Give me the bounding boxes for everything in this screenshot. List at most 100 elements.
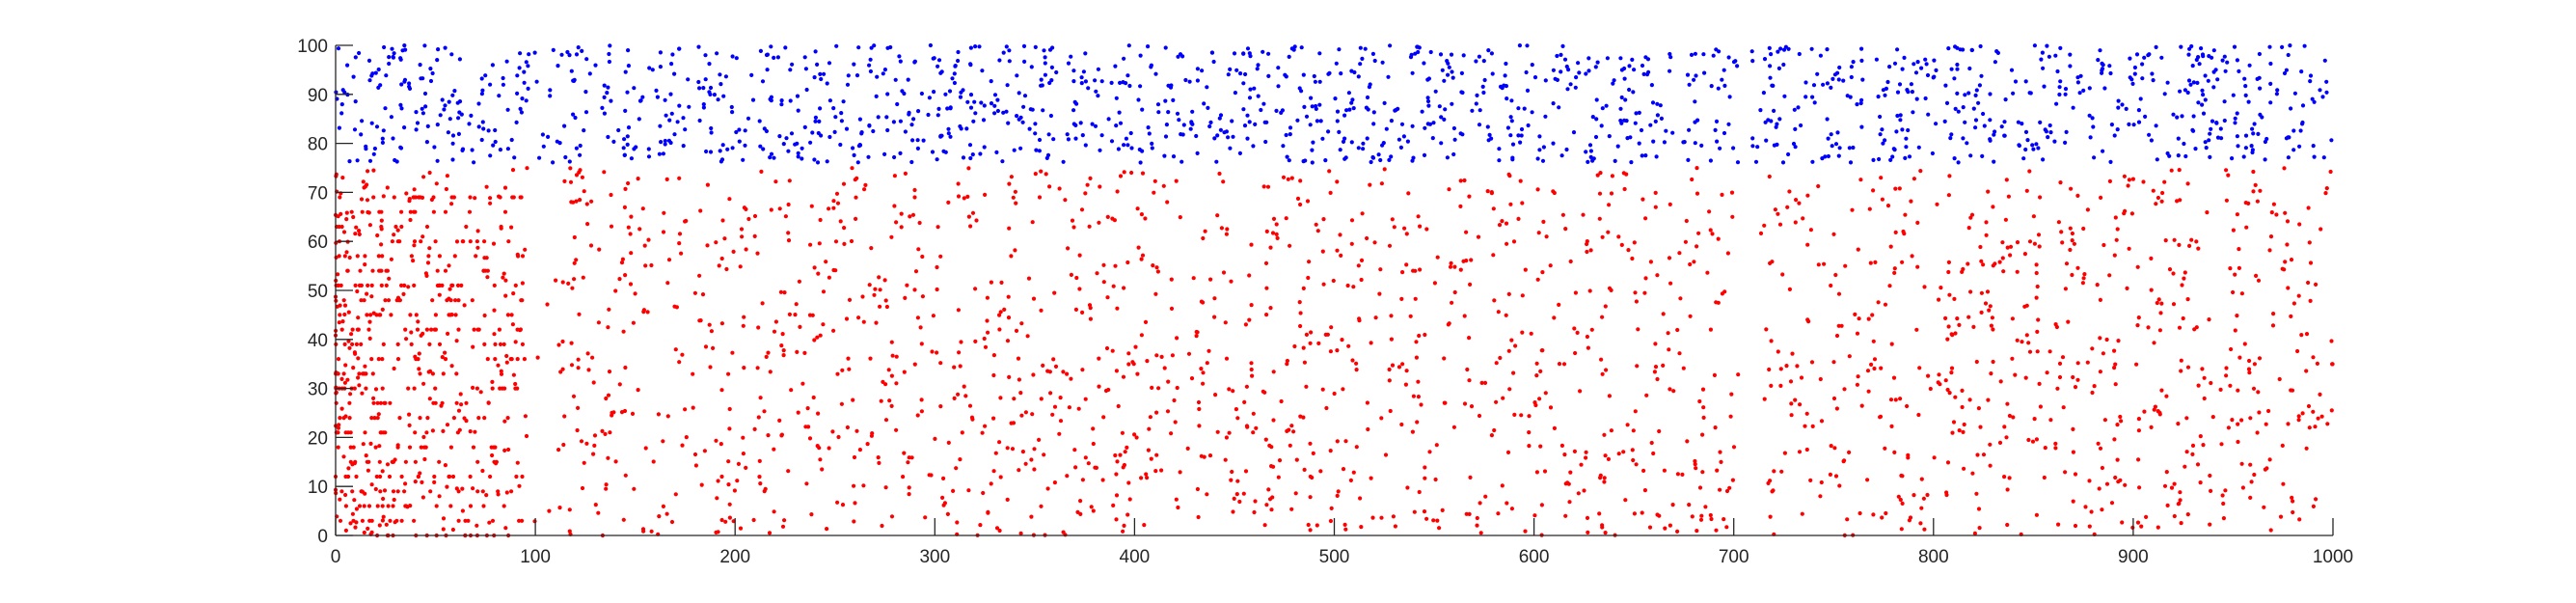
scatter-point — [2081, 276, 2086, 281]
scatter-point — [1903, 212, 1908, 217]
scatter-point — [1600, 106, 1605, 111]
scatter-point — [1836, 77, 1841, 82]
scatter-point — [1261, 101, 1266, 106]
scatter-point — [818, 217, 823, 223]
scatter-point — [340, 319, 345, 324]
scatter-point — [371, 151, 376, 156]
scatter-point — [1634, 462, 1639, 467]
scatter-point — [2226, 425, 2231, 430]
scatter-point — [691, 405, 695, 410]
scatter-point — [935, 264, 939, 270]
scatter-point — [358, 268, 363, 273]
scatter-point — [640, 206, 645, 211]
scatter-point — [2268, 234, 2274, 239]
scatter-point — [2157, 412, 2162, 417]
scatter-point — [616, 127, 621, 133]
scatter-point — [381, 342, 386, 346]
scatter-point — [1632, 68, 1637, 72]
scatter-point — [582, 189, 586, 194]
scatter-point — [1007, 226, 1012, 231]
scatter-point — [1329, 506, 1334, 511]
scatter-point — [1359, 258, 1365, 262]
scatter-point — [427, 246, 432, 251]
y-tick-label: 60 — [308, 233, 328, 253]
scatter-point — [1105, 295, 1110, 300]
scatter-point — [486, 400, 491, 405]
scatter-point — [1719, 459, 1723, 464]
scatter-point — [1955, 316, 1960, 321]
scatter-point — [692, 452, 698, 457]
scatter-point — [364, 386, 368, 391]
x-tick-label: 900 — [2118, 547, 2149, 567]
scatter-point — [481, 126, 486, 131]
scatter-point — [1114, 472, 1119, 477]
scatter-point — [1997, 440, 2003, 445]
scatter-point — [2135, 520, 2141, 525]
scatter-point — [1053, 364, 1059, 369]
scatter-point — [1908, 515, 1913, 520]
scatter-point — [1209, 50, 1214, 55]
scatter-point — [840, 503, 846, 507]
scatter-point — [350, 489, 355, 494]
scatter-point — [378, 489, 383, 494]
y-tick-label: 20 — [308, 428, 328, 449]
scatter-point — [2139, 524, 2144, 529]
scatter-point — [1256, 63, 1261, 68]
scatter-point — [1372, 58, 1377, 64]
scatter-point — [720, 218, 725, 223]
scatter-point — [1969, 212, 1975, 217]
scatter-point — [1551, 141, 1556, 146]
scatter-point — [2280, 44, 2285, 50]
scatter-point — [617, 382, 622, 387]
scatter-point — [473, 196, 477, 201]
scatter-point — [894, 220, 899, 225]
scatter-point — [2264, 422, 2268, 426]
scatter-point — [1898, 113, 1903, 118]
scatter-point — [1152, 190, 1156, 195]
scatter-point — [915, 315, 921, 320]
scatter-point — [781, 348, 786, 353]
scatter-point — [515, 460, 520, 465]
scatter-point — [1116, 403, 1121, 409]
scatter-point — [982, 336, 987, 342]
scatter-point — [1690, 514, 1695, 519]
scatter-point — [1527, 430, 1532, 435]
scatter-point — [1227, 430, 1232, 435]
scatter-point — [1383, 452, 1389, 457]
scatter-point — [2250, 126, 2255, 131]
scatter-point — [1335, 493, 1340, 498]
scatter-point — [802, 55, 807, 60]
scatter-point — [574, 199, 579, 204]
scatter-point — [2263, 157, 2267, 162]
scatter-point — [1536, 231, 1541, 235]
scatter-point — [1687, 127, 1692, 132]
scatter-point — [551, 47, 556, 53]
scatter-point — [1722, 130, 1727, 136]
scatter-point — [1405, 139, 1410, 144]
scatter-point — [892, 154, 897, 160]
scatter-point — [1020, 450, 1025, 454]
scatter-point — [2142, 409, 2147, 414]
scatter-point — [1776, 49, 1780, 54]
scatter-point — [1900, 67, 1905, 71]
scatter-point — [913, 269, 919, 274]
scatter-point — [1133, 344, 1138, 349]
scatter-point — [741, 157, 746, 162]
scatter-point — [1229, 478, 1234, 482]
scatter-point — [349, 209, 354, 214]
scatter-point — [515, 73, 520, 78]
scatter-point — [1000, 159, 1005, 164]
scatter-point — [909, 123, 914, 127]
scatter-point — [1668, 281, 1673, 286]
scatter-point — [360, 518, 365, 523]
scatter-point — [1717, 49, 1722, 54]
scatter-point — [359, 298, 364, 303]
scatter-point — [349, 332, 354, 337]
scatter-point — [1662, 140, 1667, 145]
scatter-point — [433, 327, 438, 332]
scatter-point — [336, 357, 341, 362]
scatter-point — [1529, 331, 1533, 336]
scatter-point — [2159, 301, 2164, 306]
scatter-point — [457, 427, 462, 432]
scatter-point — [1705, 270, 1710, 275]
